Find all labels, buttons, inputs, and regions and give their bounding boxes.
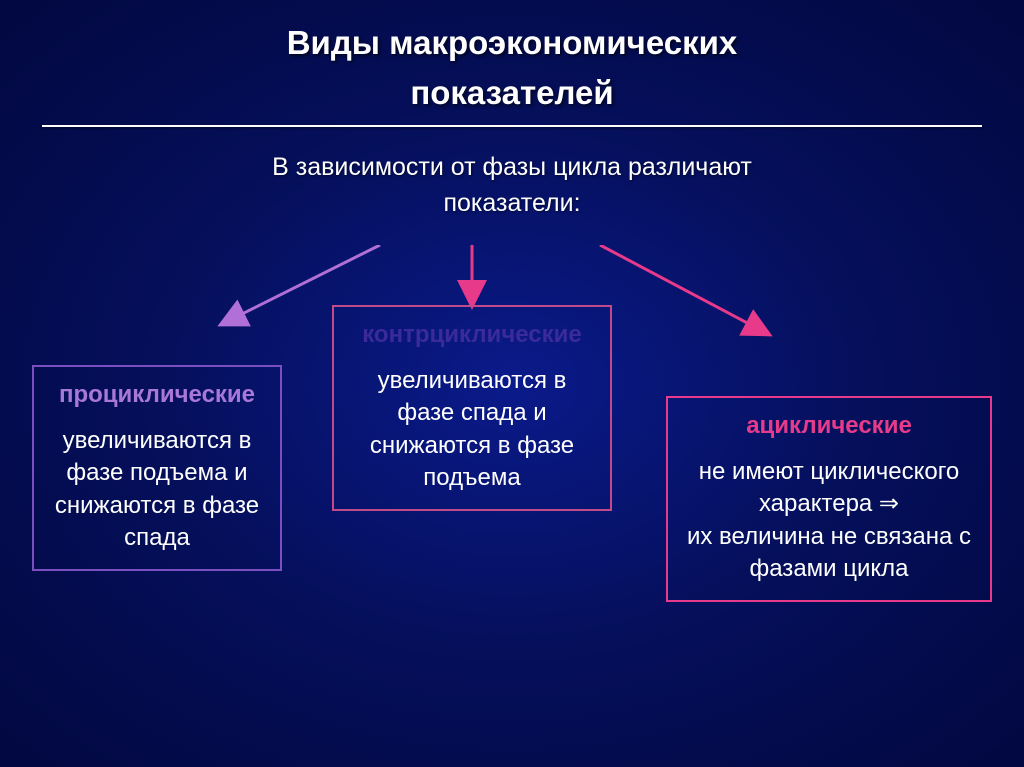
box-acyclical: ациклические не имеют циклического харак… <box>666 396 992 602</box>
title-line-1: Виды макроэкономических <box>0 18 1024 68</box>
subtitle-line-1: В зависимости от фазы цикла различают <box>0 149 1024 185</box>
box-procyclical-heading: проциклические <box>46 381 268 409</box>
box-countercyclical-body: увеличиваются в фазе спада и снижаются в… <box>346 365 598 495</box>
box-acyclical-heading: ациклические <box>680 412 978 440</box>
box-procyclical-body: увеличиваются в фазе подъема и снижаются… <box>46 425 268 555</box>
slide-title: Виды макроэкономических показателей <box>0 0 1024 117</box>
arrow-right <box>600 245 770 335</box>
box-countercyclical: контрциклические увеличиваются в фазе сп… <box>332 305 612 511</box>
title-underline <box>42 125 982 127</box>
box-acyclical-body: не имеют циклического характера ⇒их вели… <box>680 456 978 586</box>
box-countercyclical-heading: контрциклические <box>346 321 598 349</box>
box-procyclical: проциклические увеличиваются в фазе подъ… <box>32 365 282 571</box>
title-line-2: показателей <box>0 68 1024 118</box>
subtitle-line-2: показатели: <box>0 185 1024 221</box>
subtitle: В зависимости от фазы цикла различают по… <box>0 149 1024 222</box>
